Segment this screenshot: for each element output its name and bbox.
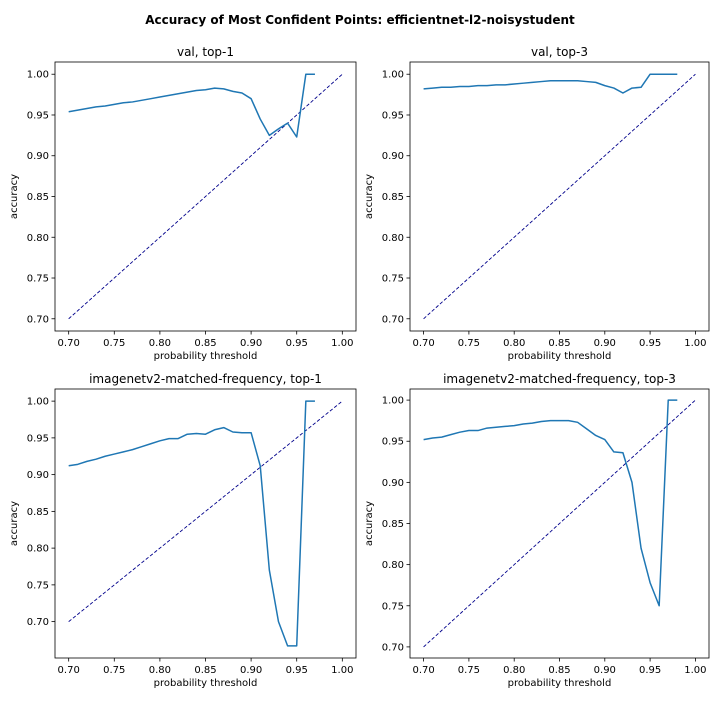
x-tick-label: 0.75 [103,338,125,349]
x-tick-label: 1.00 [331,665,353,676]
y-tick-label: 0.90 [382,151,404,162]
x-tick-label: 0.75 [458,338,480,349]
y-tick-label: 0.85 [27,192,49,203]
figure-suptitle: Accuracy of Most Confident Points: effic… [145,13,575,27]
y-tick-label: 1.00 [382,70,404,81]
y-axis-label: accuracy [9,174,20,219]
x-tick-label: 0.85 [548,665,570,676]
x-tick-label: 0.80 [503,338,525,349]
y-tick-label: 0.85 [27,507,49,518]
y-tick-label: 0.75 [382,601,404,612]
y-axis-label: accuracy [9,501,20,546]
x-axis-label: probability threshold [154,351,258,362]
y-tick-label: 1.00 [27,70,49,81]
y-tick-label: 1.00 [382,396,404,407]
y-tick-label: 0.85 [382,192,404,203]
y-tick-label: 0.90 [27,151,49,162]
y-tick-label: 0.95 [27,433,49,444]
x-tick-label: 0.85 [194,338,216,349]
x-tick-label: 0.90 [240,338,262,349]
y-tick-label: 0.70 [382,642,404,653]
y-tick-label: 0.85 [382,519,404,530]
x-tick-label: 1.00 [684,338,706,349]
subplot-title: val, top-3 [531,45,588,59]
y-tick-label: 0.95 [382,110,404,121]
y-tick-label: 0.75 [382,274,404,285]
x-axis-label: probability threshold [508,678,612,689]
y-tick-label: 0.75 [27,580,49,591]
y-tick-label: 0.90 [382,478,404,489]
x-tick-label: 0.95 [286,338,308,349]
y-tick-label: 0.90 [27,470,49,481]
x-tick-label: 1.00 [684,665,706,676]
y-tick-label: 0.80 [382,233,404,244]
x-tick-label: 0.85 [548,338,570,349]
x-tick-label: 0.70 [412,665,434,676]
y-tick-label: 0.70 [27,314,49,325]
y-tick-label: 0.80 [382,560,404,571]
y-tick-label: 0.70 [27,617,49,628]
subplot-title: imagenetv2-matched-frequency, top-1 [89,372,322,386]
x-tick-label: 0.70 [412,338,434,349]
x-tick-label: 0.80 [503,665,525,676]
x-tick-label: 0.85 [194,665,216,676]
x-tick-label: 0.75 [458,665,480,676]
x-tick-label: 0.75 [103,665,125,676]
x-tick-label: 0.90 [594,665,616,676]
y-axis-label: accuracy [364,501,375,546]
y-tick-label: 0.95 [27,110,49,121]
y-tick-label: 0.80 [27,544,49,555]
x-tick-label: 0.95 [639,338,661,349]
x-tick-label: 0.90 [594,338,616,349]
x-tick-label: 0.70 [58,338,80,349]
x-tick-label: 0.95 [286,665,308,676]
x-tick-label: 0.95 [639,665,661,676]
y-tick-label: 0.70 [382,314,404,325]
subplot-title: val, top-1 [177,45,234,59]
subplot-title: imagenetv2-matched-frequency, top-3 [443,372,676,386]
x-tick-label: 0.70 [58,665,80,676]
x-tick-label: 0.90 [240,665,262,676]
x-tick-label: 0.80 [149,665,171,676]
y-axis-label: accuracy [364,174,375,219]
y-tick-label: 1.00 [27,397,49,408]
y-tick-label: 0.95 [382,437,404,448]
x-tick-label: 0.80 [149,338,171,349]
x-tick-label: 1.00 [331,338,353,349]
y-tick-label: 0.80 [27,233,49,244]
y-tick-label: 0.75 [27,274,49,285]
x-axis-label: probability threshold [154,678,258,689]
x-axis-label: probability threshold [508,351,612,362]
